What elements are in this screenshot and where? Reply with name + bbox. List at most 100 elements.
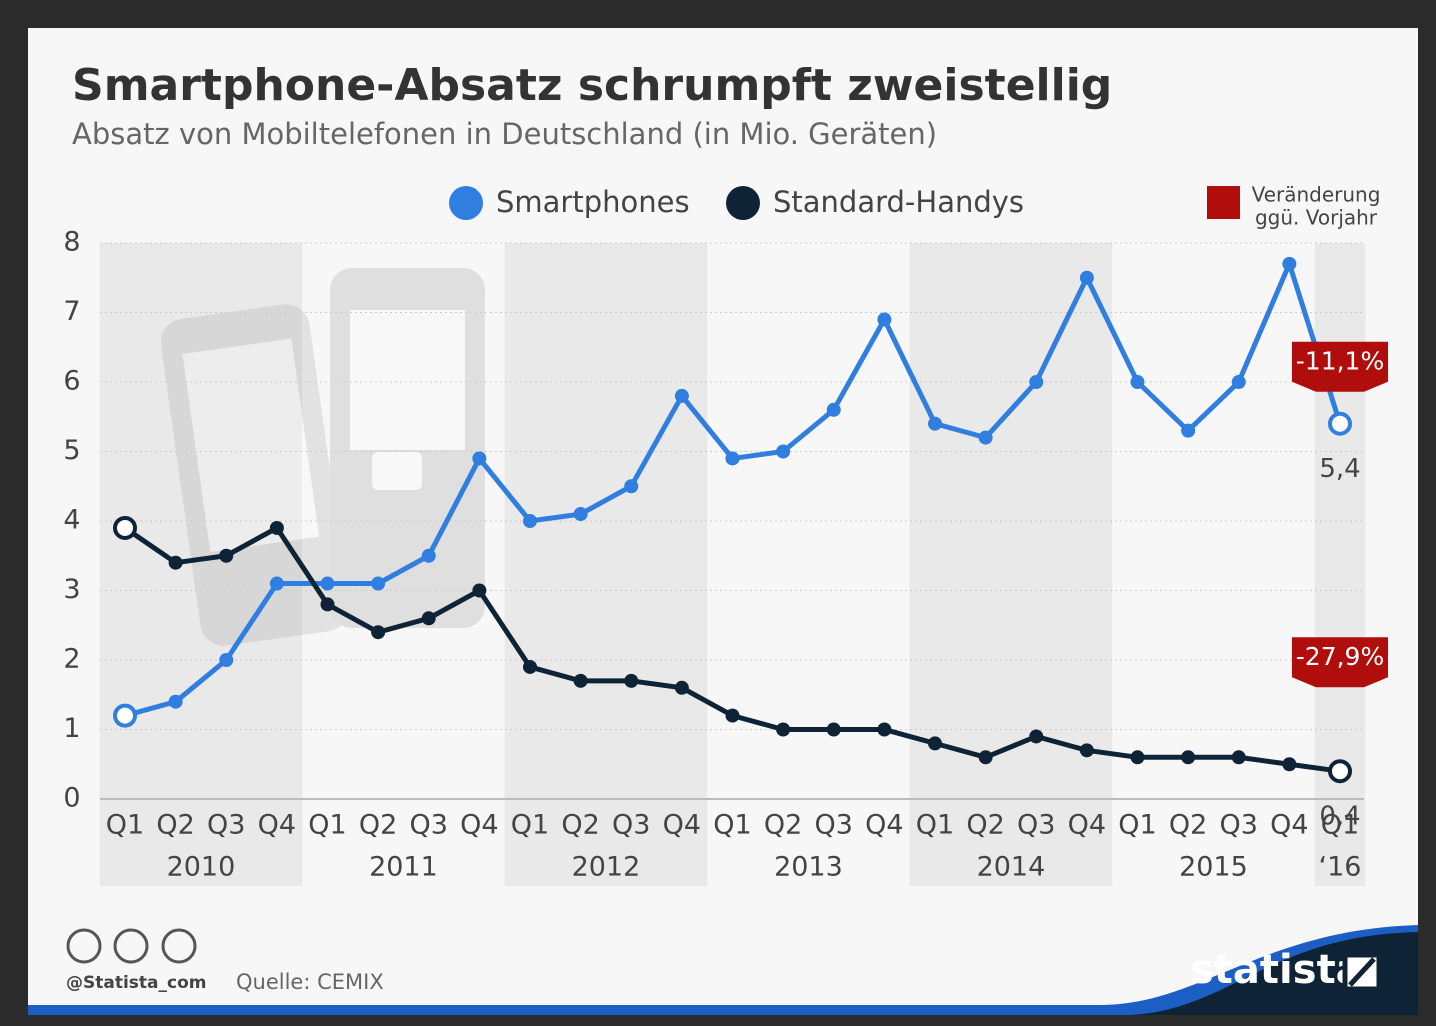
data-point <box>726 709 740 723</box>
footer-source: Quelle: CEMIX <box>236 970 384 994</box>
data-point <box>270 577 284 591</box>
x-tick-label: Q2 <box>561 810 599 841</box>
data-point <box>523 660 537 674</box>
change-label: -11,1% <box>1296 347 1384 376</box>
y-tick-label: 7 <box>63 296 80 327</box>
x-tick-label: Q4 <box>258 810 296 841</box>
data-point <box>726 451 740 465</box>
data-point <box>472 584 486 598</box>
year-label: 2014 <box>977 852 1046 883</box>
data-point <box>523 514 537 528</box>
legend-marker <box>1207 186 1240 219</box>
data-point <box>371 625 385 639</box>
brand-icon <box>1345 955 1379 989</box>
data-point <box>270 521 284 535</box>
chart: Smartphone-Absatz schrumpft zweistellig … <box>0 0 1436 1026</box>
footer-handle: @Statista_com <box>66 973 206 993</box>
year-label: ‘16 <box>1319 852 1362 883</box>
data-point <box>776 723 790 737</box>
x-tick-label: Q1 <box>1118 810 1156 841</box>
data-point <box>1080 743 1094 757</box>
legend-marker <box>449 186 483 220</box>
y-tick-label: 2 <box>63 644 80 675</box>
data-point <box>1282 257 1296 271</box>
year-label: 2015 <box>1179 852 1248 883</box>
year-label: 2012 <box>572 852 641 883</box>
x-tick-label: Q1 <box>106 810 144 841</box>
data-point <box>1330 414 1350 434</box>
year-label: 2013 <box>774 852 843 883</box>
x-tick-label: Q1 <box>916 810 954 841</box>
year-band <box>910 243 1113 886</box>
data-point <box>422 611 436 625</box>
data-point <box>1131 750 1145 764</box>
data-point <box>827 403 841 417</box>
year-label: 2010 <box>167 852 236 883</box>
y-tick-label: 8 <box>63 227 80 258</box>
x-tick-label: Q3 <box>1220 810 1258 841</box>
x-tick-label: Q3 <box>410 810 448 841</box>
data-point <box>1080 271 1094 285</box>
x-tick-label: Q2 <box>764 810 802 841</box>
value-label: 0,4 <box>1319 802 1360 832</box>
data-point <box>1029 375 1043 389</box>
data-point <box>1029 729 1043 743</box>
year-band <box>505 243 708 886</box>
x-tick-label: Q3 <box>815 810 853 841</box>
data-point <box>877 723 891 737</box>
data-point <box>1181 750 1195 764</box>
value-label: 5,4 <box>1319 454 1360 484</box>
data-point <box>574 507 588 521</box>
x-tick-label: Q3 <box>207 810 245 841</box>
x-tick-label: Q2 <box>156 810 194 841</box>
page: Smartphone-Absatz schrumpft zweistellig … <box>0 0 1436 1026</box>
y-tick-label: 5 <box>63 435 80 466</box>
data-point <box>1232 375 1246 389</box>
legend-label: Veränderung <box>1252 183 1381 207</box>
y-tick-label: 3 <box>63 574 80 605</box>
data-point <box>1131 375 1145 389</box>
data-point <box>472 451 486 465</box>
y-tick-label: 1 <box>63 713 80 744</box>
data-point <box>1330 761 1350 781</box>
x-tick-label: Q3 <box>612 810 650 841</box>
change-label: -27,9% <box>1296 642 1384 671</box>
y-tick-label: 6 <box>63 366 80 397</box>
x-tick-label: Q3 <box>1017 810 1055 841</box>
data-point <box>115 706 135 726</box>
year-label: 2011 <box>369 852 438 883</box>
x-tick-label: Q4 <box>460 810 498 841</box>
data-point <box>371 577 385 591</box>
data-point <box>624 479 638 493</box>
x-tick-label: Q2 <box>966 810 1004 841</box>
data-point <box>979 431 993 445</box>
data-point <box>675 389 689 403</box>
x-tick-label: Q2 <box>359 810 397 841</box>
data-point <box>624 674 638 688</box>
chart-subtitle: Absatz von Mobiltelefonen in Deutschland… <box>72 117 937 151</box>
data-point <box>169 695 183 709</box>
x-tick-label: Q4 <box>1068 810 1106 841</box>
brand-logo: statista <box>1190 947 1363 993</box>
legend-marker <box>726 186 760 220</box>
x-tick-label: Q1 <box>511 810 549 841</box>
legend-label: ggü. Vorjahr <box>1255 206 1378 230</box>
y-tick-label: 0 <box>63 783 80 814</box>
data-point <box>928 417 942 431</box>
data-point <box>422 549 436 563</box>
data-point <box>115 518 135 538</box>
data-point <box>219 653 233 667</box>
data-point <box>1181 424 1195 438</box>
data-point <box>1282 757 1296 771</box>
x-tick-label: Q4 <box>865 810 903 841</box>
data-point <box>169 556 183 570</box>
x-tick-label: Q1 <box>308 810 346 841</box>
x-tick-label: Q4 <box>1270 810 1308 841</box>
data-point <box>827 723 841 737</box>
legend-label: Standard-Handys <box>773 185 1024 219</box>
data-point <box>979 750 993 764</box>
legend-label: Smartphones <box>496 185 690 219</box>
data-point <box>675 681 689 695</box>
data-point <box>321 597 335 611</box>
y-tick-label: 4 <box>63 505 80 536</box>
